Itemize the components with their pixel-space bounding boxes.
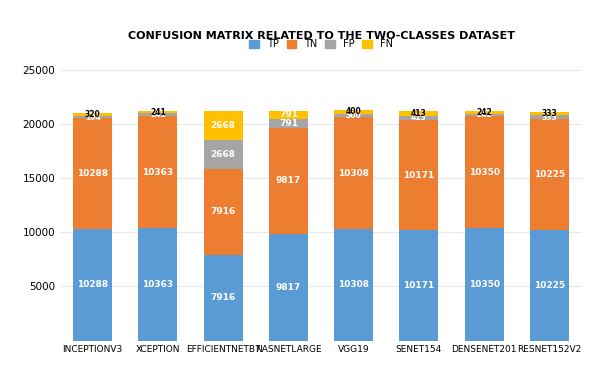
Text: 7916: 7916 (211, 293, 236, 302)
Bar (269, 128, 308, 234)
Text: 242: 242 (476, 108, 492, 117)
Text: 241: 241 (150, 110, 166, 119)
Text: 10363: 10363 (142, 168, 173, 176)
Bar (269, 234, 308, 341)
Bar (203, 111, 242, 140)
Bar (400, 120, 439, 230)
Bar (530, 119, 569, 230)
Bar (464, 116, 504, 228)
Bar (400, 230, 439, 341)
Text: 10225: 10225 (534, 170, 565, 179)
Text: 10288: 10288 (77, 169, 108, 178)
Text: 413: 413 (411, 109, 427, 118)
Text: 10363: 10363 (142, 280, 173, 289)
Text: 10288: 10288 (77, 280, 108, 289)
Text: 10171: 10171 (403, 171, 434, 180)
Bar (139, 228, 178, 341)
Bar (464, 228, 504, 341)
Text: 300: 300 (346, 111, 361, 120)
Bar (464, 111, 504, 114)
Bar (334, 229, 373, 341)
Text: 241: 241 (150, 108, 166, 116)
Text: 10350: 10350 (469, 280, 500, 289)
Text: 791: 791 (279, 110, 298, 120)
Text: 333: 333 (542, 113, 557, 122)
Text: 10308: 10308 (338, 280, 369, 289)
Bar (530, 115, 569, 119)
Text: 2668: 2668 (211, 150, 236, 159)
Bar (203, 140, 242, 169)
Text: 10350: 10350 (469, 168, 500, 177)
Bar (334, 114, 373, 117)
Bar (530, 112, 569, 115)
Bar (203, 169, 242, 255)
Text: 320: 320 (85, 110, 101, 119)
Text: 413: 413 (411, 113, 427, 122)
Text: 9817: 9817 (276, 176, 301, 185)
Bar (530, 230, 569, 341)
Text: 104: 104 (85, 113, 101, 122)
Bar (73, 113, 112, 116)
Bar (334, 117, 373, 229)
Bar (73, 229, 112, 341)
Bar (400, 111, 439, 116)
Bar (139, 113, 178, 116)
Bar (73, 118, 112, 229)
Bar (73, 116, 112, 118)
Bar (269, 119, 308, 128)
Text: 10171: 10171 (403, 281, 434, 290)
Bar (203, 255, 242, 341)
Bar (400, 116, 439, 120)
Text: 333: 333 (542, 109, 557, 118)
Text: 9817: 9817 (276, 283, 301, 292)
Text: 791: 791 (279, 119, 298, 128)
Legend: TP, TN, FP, FN: TP, TN, FP, FN (250, 39, 392, 49)
Title: CONFUSION MATRIX RELATED TO THE TWO-CLASSES DATASET: CONFUSION MATRIX RELATED TO THE TWO-CLAS… (128, 31, 515, 41)
Text: 10225: 10225 (534, 281, 565, 289)
Bar (464, 114, 504, 116)
Bar (139, 116, 178, 228)
Text: 7916: 7916 (211, 207, 236, 216)
Text: 400: 400 (346, 107, 361, 116)
Bar (139, 111, 178, 113)
Text: 10308: 10308 (338, 168, 369, 178)
Bar (334, 110, 373, 114)
Text: 242: 242 (476, 110, 492, 120)
Bar (269, 111, 308, 119)
Text: 2668: 2668 (211, 121, 236, 130)
